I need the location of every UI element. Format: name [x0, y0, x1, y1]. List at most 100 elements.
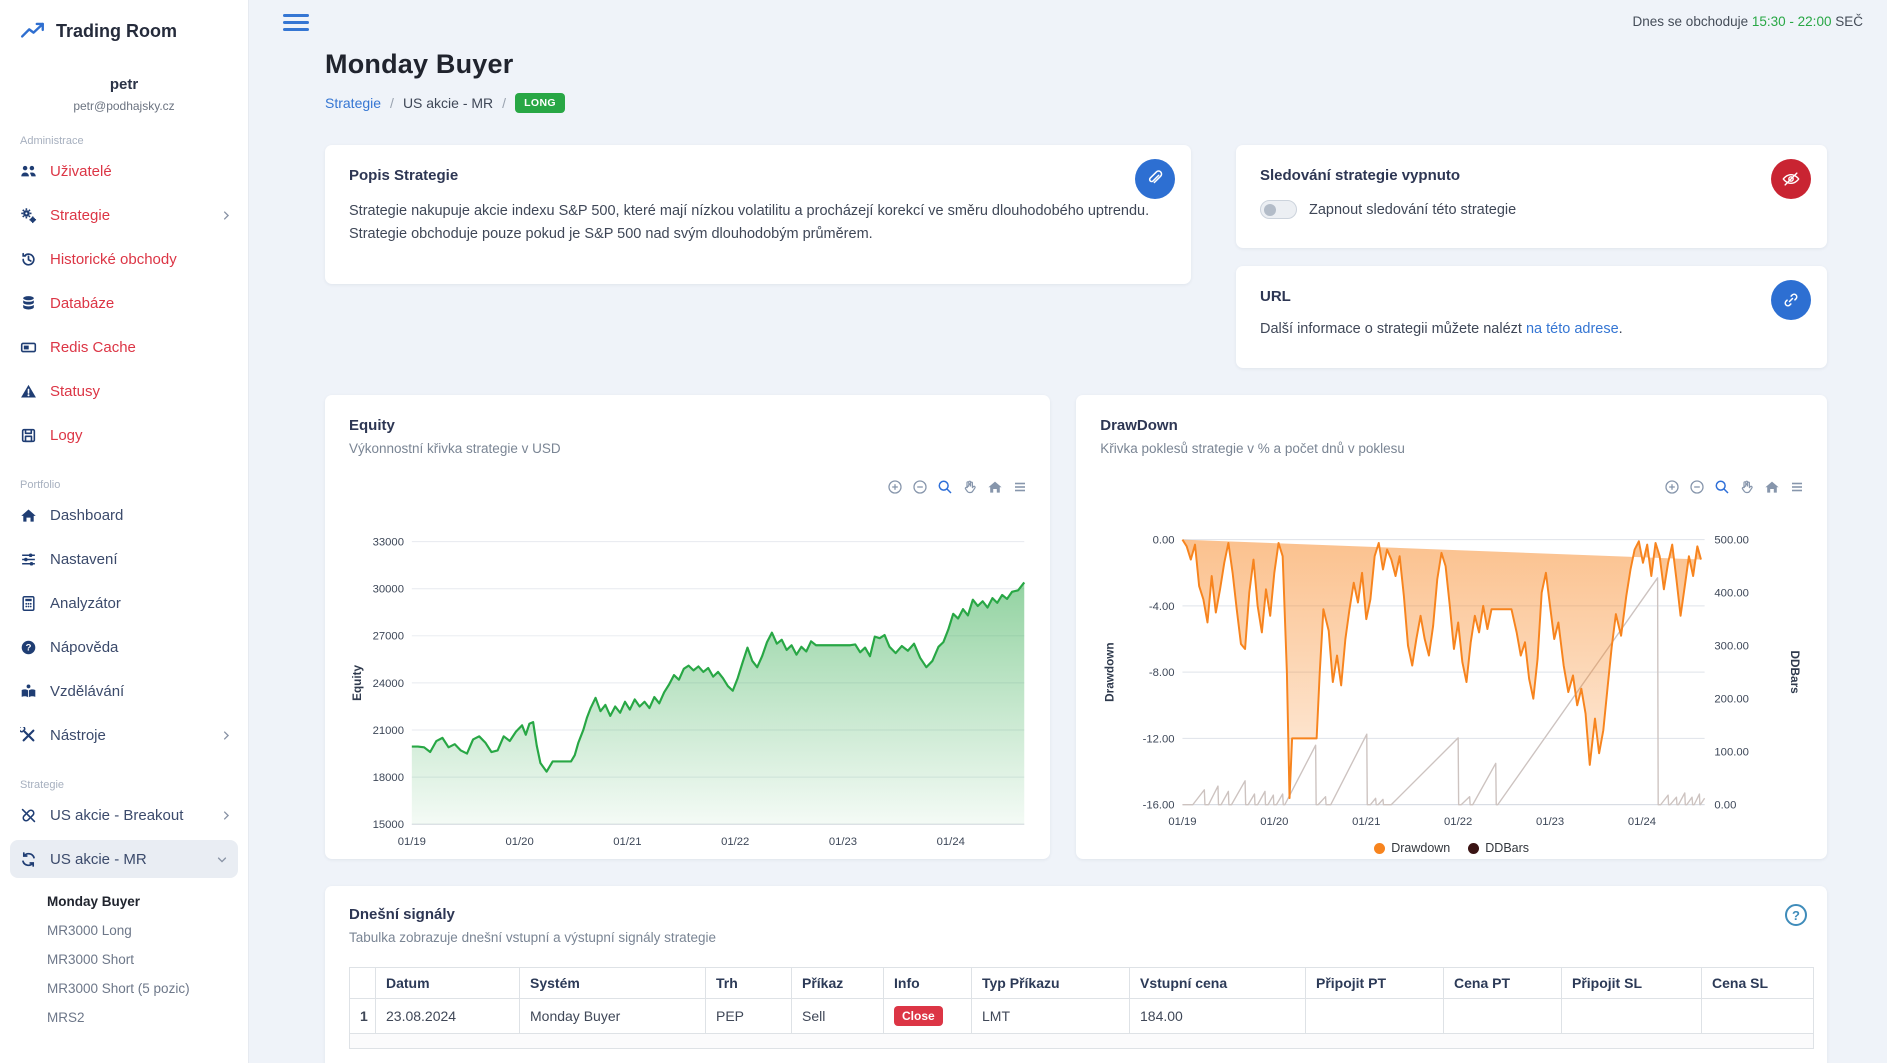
- svg-text:01/24: 01/24: [937, 836, 965, 848]
- signals-table: Datum Systém Trh Příkaz Info Typ Příkazu…: [349, 967, 1814, 1049]
- sidebar-item-nastroje[interactable]: Nástroje: [0, 713, 248, 757]
- cell-info: Close: [883, 998, 972, 1034]
- home-reset-icon[interactable]: [1764, 479, 1780, 495]
- submenu-item-monday-buyer[interactable]: Monday Buyer: [47, 894, 141, 909]
- strategy-description-card: Popis Strategie Strategie nakupuje akcie…: [325, 145, 1191, 284]
- cell-index: 1: [349, 998, 376, 1034]
- sidebar-item-redis-cache[interactable]: Redis Cache: [0, 325, 248, 369]
- sidebar-item-us-akcie-mr[interactable]: US akcie - MR: [10, 840, 238, 878]
- sidebar-item-analyzator[interactable]: Analyzátor: [0, 581, 248, 625]
- sidebar-item-databaze[interactable]: Databáze: [0, 281, 248, 325]
- help-icon[interactable]: ?: [1785, 904, 1807, 926]
- monitoring-off-button[interactable]: [1771, 159, 1811, 199]
- pan-icon[interactable]: [962, 479, 978, 495]
- cell-trh: PEP: [705, 998, 792, 1034]
- menu-icon[interactable]: [1012, 479, 1028, 495]
- zoom-in-icon[interactable]: [1664, 479, 1680, 495]
- svg-text:300.00: 300.00: [1715, 641, 1749, 653]
- toggle-knob: [1264, 203, 1276, 216]
- sidebar-item-label: Strategie: [50, 206, 111, 224]
- legend-item-drawdown[interactable]: Drawdown: [1374, 841, 1450, 855]
- svg-text:27000: 27000: [373, 631, 404, 643]
- brand-name: Trading Room: [56, 20, 177, 41]
- pan-icon[interactable]: [1739, 479, 1755, 495]
- svg-text:01/19: 01/19: [1169, 816, 1197, 828]
- chevron-right-icon: [223, 210, 230, 220]
- url-link[interactable]: na této adrese: [1525, 321, 1619, 337]
- sidebar-item-dashboard[interactable]: Dashboard: [0, 493, 248, 537]
- brand[interactable]: Trading Room: [0, 0, 248, 42]
- sidebar: Trading Room petr petr@podhajsky.cz Admi…: [0, 0, 249, 1063]
- cell-system: Monday Buyer: [519, 998, 706, 1034]
- sidebar-item-us-akcie-breakout[interactable]: US akcie - Breakout: [0, 793, 248, 837]
- svg-text:-16.00: -16.00: [1143, 800, 1175, 812]
- col-datum: Datum: [375, 967, 520, 999]
- chart-subtitle: Křivka poklesů strategie v % a počet dnů…: [1100, 441, 1405, 456]
- close-badge: Close: [894, 1006, 943, 1026]
- sidebar-item-label: Logy: [50, 426, 83, 444]
- zoom-out-icon[interactable]: [912, 479, 928, 495]
- database-icon: [23, 295, 34, 309]
- submenu-item-mr3000-short-5[interactable]: MR3000 Short (5 pozic): [47, 981, 190, 996]
- chevron-down-icon: [217, 856, 227, 863]
- legend-item-ddbars[interactable]: DDBars: [1468, 841, 1529, 855]
- svg-text:0.00: 0.00: [1153, 535, 1175, 547]
- long-badge: LONG: [515, 93, 565, 113]
- svg-text:?: ?: [26, 642, 32, 653]
- menu-icon[interactable]: [1789, 479, 1805, 495]
- sidebar-item-uzivatele[interactable]: Uživatelé: [0, 149, 248, 193]
- svg-text:30000: 30000: [373, 584, 404, 596]
- sidebar-item-napoveda[interactable]: ? Nápověda: [0, 625, 248, 669]
- zoom-in-icon[interactable]: [887, 479, 903, 495]
- svg-text:400.00: 400.00: [1715, 588, 1749, 600]
- memory-card-icon: [20, 342, 37, 352]
- svg-text:01/20: 01/20: [1260, 816, 1288, 828]
- signals-title: Dnešní signály: [349, 906, 455, 923]
- tools-icon: [20, 726, 35, 741]
- selection-zoom-icon[interactable]: [937, 479, 953, 495]
- sidebar-item-logy[interactable]: Logy: [0, 413, 248, 457]
- hamburger-menu-icon[interactable]: [283, 12, 309, 35]
- monitoring-toggle[interactable]: [1260, 200, 1297, 219]
- signals-card: Dnešní signály Tabulka zobrazuje dnešní …: [325, 886, 1827, 1063]
- sidebar-item-label: Nápověda: [50, 638, 119, 656]
- chart-toolbar: [1664, 479, 1805, 495]
- sidebar-item-label: US akcie - MR: [50, 850, 147, 868]
- sidebar-item-nastaveni[interactable]: Nastavení: [0, 537, 248, 581]
- breadcrumb: Strategie / US akcie - MR / LONG: [325, 93, 1827, 113]
- user-block: petr petr@podhajsky.cz: [0, 76, 248, 113]
- svg-text:24000: 24000: [373, 678, 404, 690]
- chart-toolbar: [887, 479, 1028, 495]
- submenu-item-mr3000-long[interactable]: MR3000 Long: [47, 923, 132, 938]
- breadcrumb-link-strategie[interactable]: Strategie: [325, 95, 382, 111]
- sidebar-item-label: Nastavení: [50, 550, 118, 568]
- col-index: [349, 967, 376, 999]
- col-system: Systém: [519, 967, 706, 999]
- sidebar-item-vzdelavani[interactable]: Vzdělávání: [0, 669, 248, 713]
- equity-svg: 33000 30000 27000 24000 21000 18000 15000 01/19…: [351, 537, 1026, 848]
- url-button[interactable]: [1771, 280, 1811, 320]
- card-title: Popis Strategie: [349, 167, 459, 184]
- sidebar-item-label: Historické obchody: [50, 250, 177, 268]
- svg-text:200.00: 200.00: [1715, 694, 1749, 706]
- submenu-item-mrs2[interactable]: MRS2: [47, 1010, 85, 1025]
- submenu-item-mr3000-short[interactable]: MR3000 Short: [47, 952, 135, 967]
- sidebar-item-label: US akcie - Breakout: [50, 806, 184, 824]
- svg-text:01/21: 01/21: [613, 836, 641, 848]
- save-icon: [21, 428, 36, 442]
- broken-link-icon: [21, 808, 36, 822]
- home-reset-icon[interactable]: [987, 479, 1003, 495]
- sidebar-item-strategie[interactable]: Strategie: [0, 193, 248, 237]
- selection-zoom-icon[interactable]: [1714, 479, 1730, 495]
- edit-description-button[interactable]: [1135, 159, 1175, 199]
- users-icon: [21, 165, 36, 176]
- sidebar-item-statusy[interactable]: Statusy: [0, 369, 248, 413]
- equity-chart: 33000 30000 27000 24000 21000 18000 15000 01/19…: [349, 520, 1026, 857]
- zoom-out-icon[interactable]: [1689, 479, 1705, 495]
- svg-text:-8.00: -8.00: [1149, 667, 1175, 679]
- breadcrumb-current: US akcie - MR: [402, 95, 494, 111]
- svg-text:15000: 15000: [373, 819, 404, 831]
- card-title: URL: [1260, 288, 1291, 305]
- col-cena-sl: Cena SL: [1701, 967, 1814, 999]
- sidebar-item-historicke-obchody[interactable]: Historické obchody: [0, 237, 248, 281]
